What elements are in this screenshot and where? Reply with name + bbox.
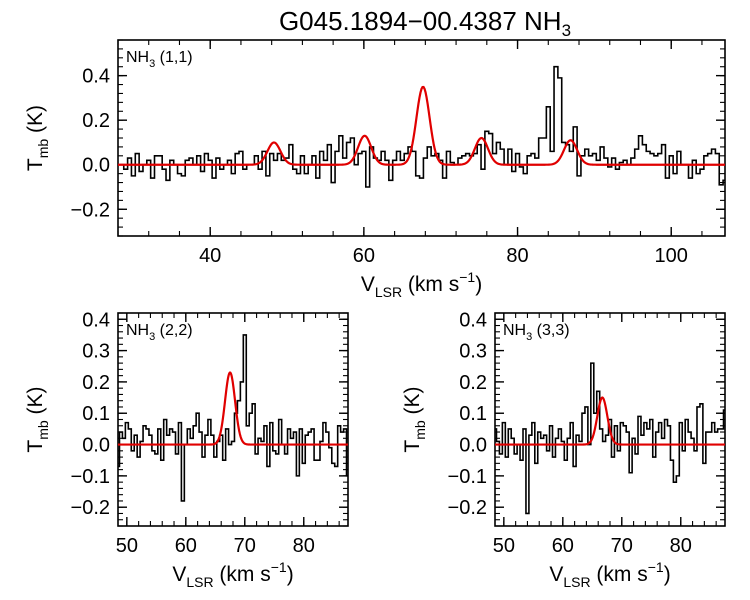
- panel-label-main: NH: [126, 49, 149, 66]
- y-tick-label: 0.0: [82, 435, 110, 457]
- panel-label-rest: (1,1): [155, 49, 192, 66]
- x-tick-label: 70: [234, 535, 256, 557]
- panel-nh3-33: 50 60 70 80 −0.2 −0.1 0.0 0.1 0.2 0.3 0.4 NH3 (3,3)…: [401, 309, 726, 590]
- title-main: G045.1894−00.4387 NH: [279, 6, 562, 36]
- y-axis-label: Tmb (K): [24, 386, 51, 452]
- x-axis-label: VLSR (km s−1): [172, 559, 293, 590]
- panel-label-rest: (3,3): [532, 322, 569, 339]
- data-series-group: [118, 334, 348, 502]
- x-label-close: ): [664, 563, 671, 586]
- y-tick-label: 0.3: [82, 341, 110, 363]
- plot-frame: [117, 39, 726, 237]
- x-label-rest: (km s: [591, 563, 648, 586]
- x-label-rest: (km s: [402, 273, 459, 296]
- x-tick-label: 50: [493, 535, 515, 557]
- y-tick-label: −0.1: [71, 466, 110, 488]
- plot-frame: [117, 312, 349, 527]
- y-label-main: T: [24, 440, 47, 453]
- y-tick-label: −0.2: [71, 497, 110, 519]
- x-label-sub: LSR: [186, 574, 213, 590]
- y-tick-label: 0.3: [459, 341, 487, 363]
- spectrum-histogram: [495, 362, 725, 515]
- x-tick-label: 40: [199, 245, 221, 267]
- data-series-group: [118, 65, 725, 188]
- y-label-main: T: [24, 158, 47, 171]
- x-label-close: ): [287, 563, 294, 586]
- panel-label: NH3 (3,3): [503, 322, 570, 343]
- y-label-rest: (K): [24, 105, 47, 139]
- y-label-sub: mb: [412, 420, 428, 440]
- x-tick-label: 100: [655, 245, 688, 267]
- x-label-main: V: [549, 563, 563, 586]
- y-axis-label: Tmb (K): [401, 386, 428, 452]
- y-tick-label: 0.2: [82, 110, 110, 132]
- title-subscript: 3: [562, 21, 571, 40]
- y-label-rest: (K): [401, 386, 424, 420]
- gaussian-fit-line: [495, 396, 725, 446]
- y-tick-label: 0.0: [459, 435, 487, 457]
- x-label-sup: −1: [648, 559, 664, 575]
- y-axis-label: Tmb (K): [24, 105, 51, 171]
- x-axis-label: VLSR (km s−1): [361, 269, 482, 300]
- x-tick-label: 60: [175, 535, 197, 557]
- x-label-rest: (km s: [214, 563, 271, 586]
- y-tick-label: 0.2: [459, 372, 487, 394]
- panel-label: NH3 (2,2): [126, 322, 193, 343]
- gaussian-fit-line: [118, 85, 725, 166]
- x-label-sub: LSR: [563, 574, 590, 590]
- y-tick-label: 0.4: [459, 309, 487, 331]
- panel-nh3-22: 50 60 70 80 −0.2 −0.1 0.0 0.1 0.2 0.3 0.4 NH3 (2,2)…: [24, 309, 349, 590]
- y-label-sub: mb: [35, 139, 51, 159]
- panel-label-rest: (2,2): [155, 322, 192, 339]
- x-label-main: V: [172, 563, 186, 586]
- y-tick-label: 0.2: [82, 372, 110, 394]
- x-tick-label: 50: [116, 535, 138, 557]
- panel-label-main: NH: [503, 322, 526, 339]
- spectrum-histogram: [119, 65, 725, 188]
- y-label-main: T: [401, 440, 424, 453]
- gaussian-fit-line: [118, 371, 348, 446]
- y-label-sub: mb: [35, 420, 51, 440]
- panel-nh3-11: 40 60 80 100 −0.2 0.0 0.2 0.4 NH3 (1,1) VLSR (km …: [24, 39, 726, 300]
- x-label-sup: −1: [459, 269, 475, 285]
- panel-label-sub: 3: [149, 58, 155, 70]
- y-tick-label: −0.1: [448, 466, 487, 488]
- y-tick-label: 0.4: [82, 66, 110, 88]
- panel-label-sub: 3: [526, 331, 532, 343]
- x-label-close: ): [475, 273, 482, 296]
- spectrum-histogram: [118, 334, 348, 502]
- y-tick-label: −0.2: [71, 199, 110, 221]
- x-label-main: V: [361, 273, 375, 296]
- y-tick-label: 0.0: [82, 155, 110, 177]
- x-label-sup: −1: [271, 559, 287, 575]
- y-tick-label: 0.1: [82, 403, 110, 425]
- panel-label-sub: 3: [149, 331, 155, 343]
- y-tick-label: −0.2: [448, 497, 487, 519]
- x-tick-label: 60: [552, 535, 574, 557]
- x-tick-label: 60: [353, 245, 375, 267]
- x-axis-label: VLSR (km s−1): [549, 559, 670, 590]
- y-tick-label: 0.4: [82, 309, 110, 331]
- x-label-sub: LSR: [375, 284, 402, 300]
- x-tick-label: 80: [506, 245, 528, 267]
- y-label-rest: (K): [24, 386, 47, 420]
- panel-label: NH3 (1,1): [126, 49, 193, 70]
- data-series-group: [495, 362, 725, 515]
- x-tick-label: 80: [670, 535, 692, 557]
- y-tick-label: 0.1: [459, 403, 487, 425]
- x-tick-label: 80: [293, 535, 315, 557]
- figure-title: G045.1894−00.4387 NH3: [279, 6, 571, 40]
- panel-label-main: NH: [126, 322, 149, 339]
- x-tick-label: 70: [611, 535, 633, 557]
